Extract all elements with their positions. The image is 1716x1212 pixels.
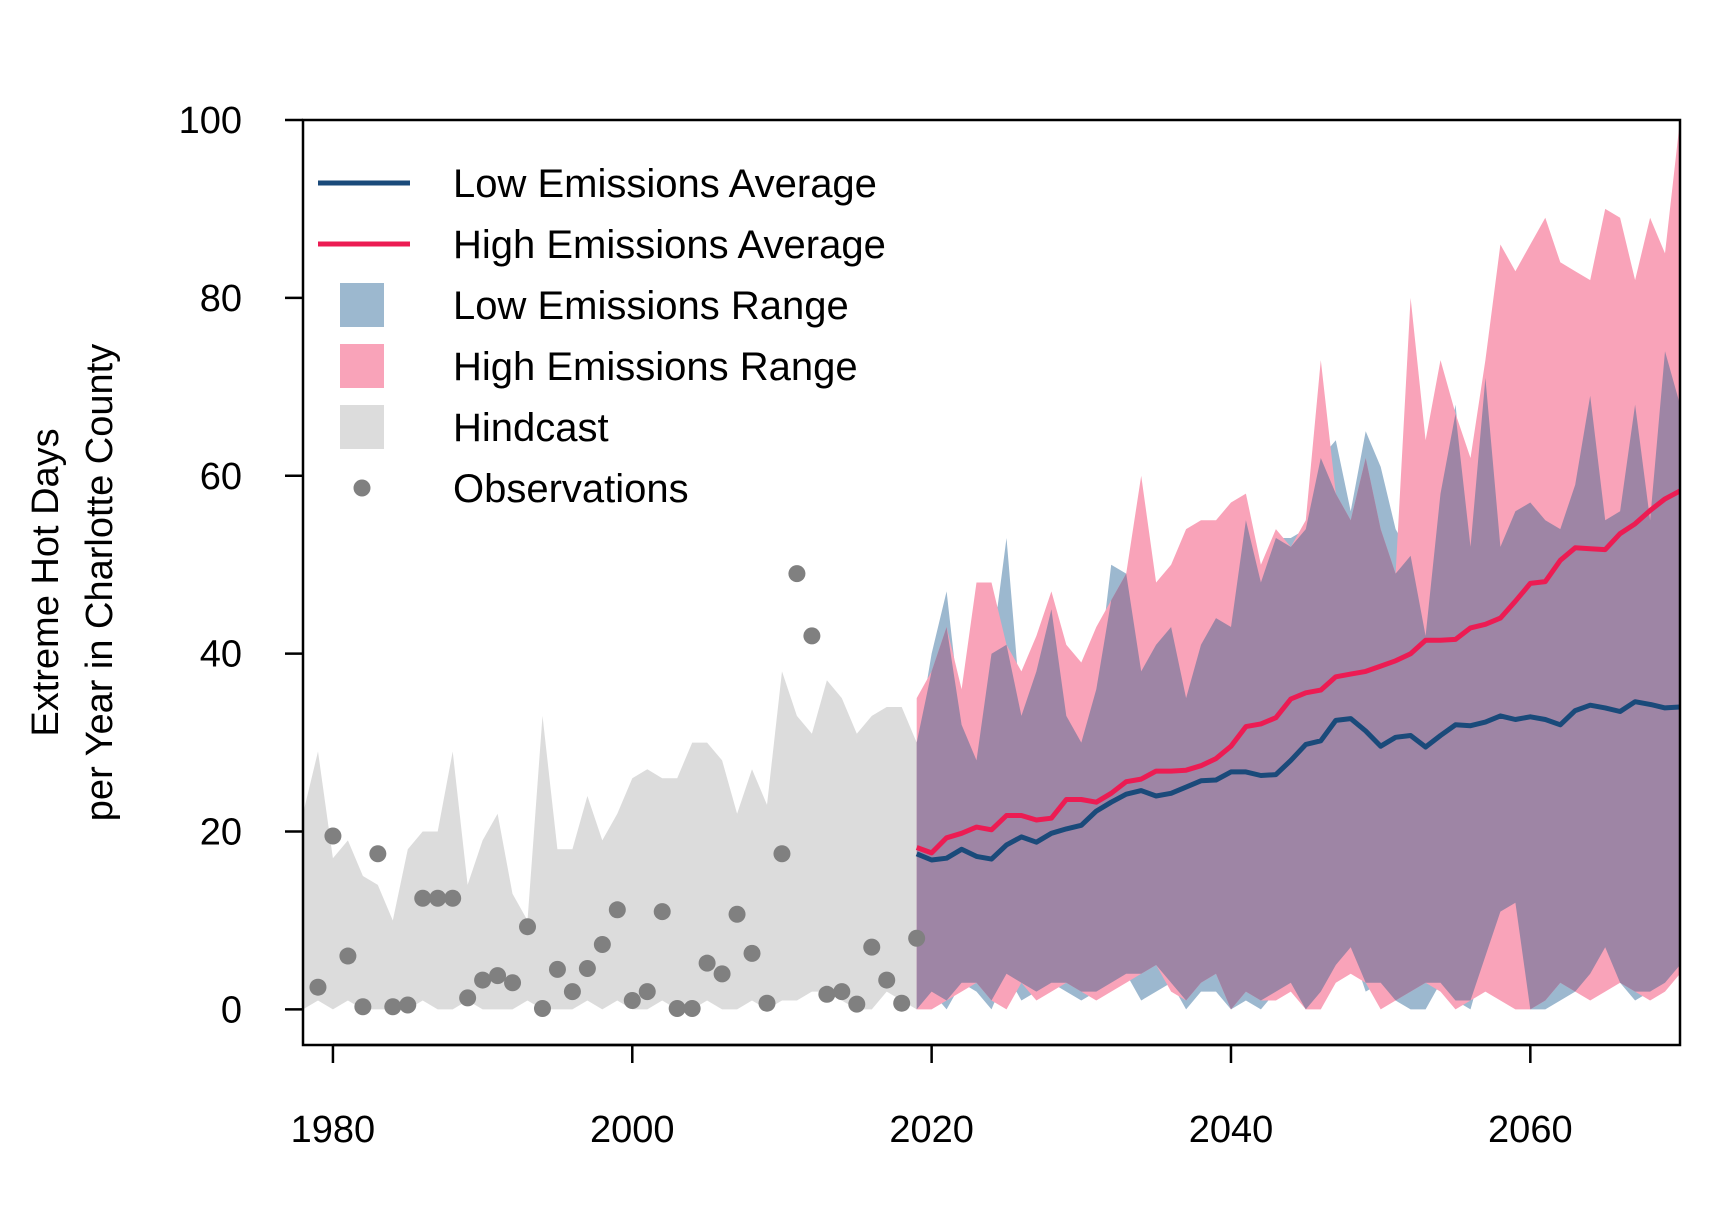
high-emissions-average-line: [915, 488, 1680, 856]
observation-point: [713, 965, 731, 983]
observation-point: [354, 998, 372, 1016]
range-bands: [303, 120, 1680, 1010]
legend-swatch-box: [340, 283, 384, 327]
legend: Low Emissions Average High Emissions Aver…: [318, 162, 886, 511]
observation-point: [893, 994, 911, 1012]
legend-item: High Emissions Range: [340, 344, 858, 389]
observation-point: [788, 565, 806, 583]
x-axis: 1980 2000 2020 2040 2060: [291, 1043, 1573, 1151]
observation-point: [863, 938, 881, 956]
legend-label: Observations: [453, 467, 689, 511]
observation-point: [369, 845, 387, 863]
legend-swatch-box: [340, 405, 384, 449]
observation-point: [653, 903, 671, 921]
observation-point: [743, 944, 761, 962]
observation-point: [698, 954, 716, 972]
x-tick-label: 2020: [889, 1109, 974, 1151]
observation-point: [668, 1000, 686, 1018]
legend-label: Low Emissions Average: [453, 162, 877, 206]
observation-point: [728, 905, 746, 923]
legend-item: Low Emissions Average: [318, 162, 877, 206]
observation-point: [429, 889, 447, 907]
observation-point: [638, 983, 656, 1001]
legend-label: High Emissions Range: [453, 345, 858, 389]
y-tick-label: 80: [200, 278, 242, 320]
observation-point: [578, 960, 596, 978]
observation-point: [324, 827, 342, 845]
legend-item: Hindcast: [340, 405, 609, 450]
hindcast-band: [303, 671, 917, 1010]
y-tick-label: 100: [179, 100, 242, 142]
legend-swatch-box: [340, 344, 384, 388]
observation-point: [459, 989, 477, 1007]
observation-point: [309, 978, 327, 996]
observation-point: [533, 1000, 551, 1018]
legend-label: Hindcast: [453, 406, 609, 450]
x-tick-label: 1980: [291, 1109, 376, 1151]
y-tick-label: 40: [200, 634, 242, 676]
observation-points: [309, 565, 926, 1018]
observation-point: [384, 998, 402, 1016]
observation-point: [623, 992, 641, 1010]
y-tick-label: 60: [200, 456, 242, 498]
legend-label: Low Emissions Range: [453, 284, 849, 328]
observation-point: [474, 971, 492, 989]
observation-point: [908, 929, 926, 947]
observation-point: [878, 971, 896, 989]
average-lines: [915, 488, 1680, 863]
observation-point: [548, 960, 566, 978]
observation-point: [339, 947, 357, 965]
observation-point: [773, 845, 791, 863]
observation-point: [758, 994, 776, 1012]
y-axis-label-line2: per Year in Charlotte County: [79, 344, 121, 821]
observation-point: [608, 901, 626, 919]
observation-point: [683, 1000, 701, 1018]
y-axis: 0 20 40 60 80 100: [179, 100, 303, 1031]
observation-point: [504, 974, 522, 992]
low-emissions-average-line: [915, 699, 1680, 863]
observation-point: [593, 935, 611, 953]
y-tick-label: 0: [221, 989, 242, 1031]
observation-point: [444, 889, 462, 907]
y-tick-label: 20: [200, 812, 242, 854]
observation-point: [848, 995, 866, 1013]
observation-point: [563, 983, 581, 1001]
observation-point: [489, 967, 507, 985]
observation-point: [833, 983, 851, 1001]
legend-label: High Emissions Average: [453, 223, 886, 267]
observation-point: [803, 627, 821, 645]
x-tick-label: 2060: [1488, 1109, 1573, 1151]
observation-point: [818, 985, 836, 1003]
observation-point: [399, 996, 417, 1014]
legend-swatch-point: [353, 479, 371, 497]
legend-item: High Emissions Average: [318, 223, 886, 267]
x-tick-label: 2040: [1189, 1109, 1274, 1151]
observation-point: [519, 918, 537, 936]
legend-item: Low Emissions Range: [340, 283, 849, 328]
y-axis-label-line1: Extreme Hot Days: [25, 428, 67, 736]
range-overlap-band: [916, 351, 1680, 1010]
x-tick-label: 2000: [590, 1109, 675, 1151]
legend-item: Observations: [353, 467, 689, 511]
observation-point: [414, 889, 432, 907]
